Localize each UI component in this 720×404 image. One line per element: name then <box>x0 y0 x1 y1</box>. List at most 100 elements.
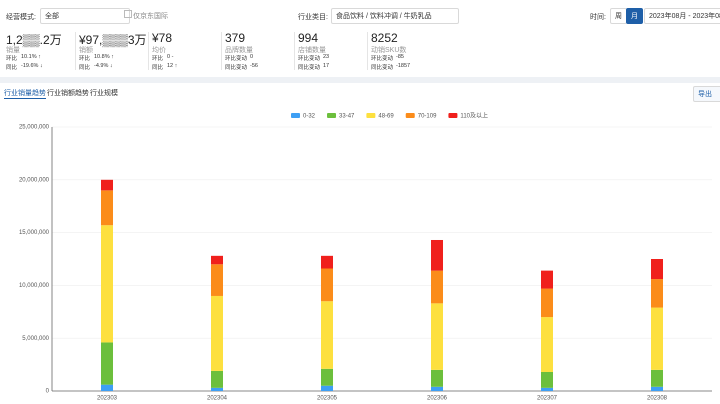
bar-segment <box>101 225 113 343</box>
x-tick-label: 202307 <box>537 396 558 402</box>
legend-label: 0-32 <box>303 114 316 120</box>
kpi-value: 8252 <box>371 31 398 45</box>
kpi-value: ¥78 <box>152 31 173 45</box>
y-tick-label: 0 <box>46 389 50 395</box>
legend-swatch <box>448 113 458 118</box>
kpi-row-label: 同比 <box>6 65 18 71</box>
kpi-separator <box>221 32 222 70</box>
chart: 0 5,000,000 10,000,000 15,000,000 20,000,000… <box>19 112 712 402</box>
range-select[interactable]: 2023年08月 - 2023年08月 <box>644 8 720 24</box>
kpi-row-label: 环比 <box>152 56 164 62</box>
bar-segment <box>541 387 553 391</box>
mode-select[interactable]: 全部 <box>40 8 130 24</box>
bar-segment <box>651 259 663 280</box>
legend-swatch <box>366 113 376 118</box>
bar-segment <box>101 179 113 191</box>
kpi-row-value: -1857 <box>396 63 411 69</box>
divider <box>0 77 720 83</box>
checkbox-label: 仅京东国际 <box>133 13 168 20</box>
bar-segment <box>321 368 333 386</box>
x-tick-label: 202306 <box>427 396 448 402</box>
checkbox[interactable] <box>124 10 132 18</box>
category-select[interactable]: 食品饮料 / 饮料冲调 / 牛奶乳品 <box>331 8 459 24</box>
kpi-row-value: -56 <box>250 63 258 69</box>
kpi-value: ¥97,▒▒▒3万 <box>79 33 147 47</box>
legend-label: 48-69 <box>378 114 394 120</box>
category-label: 行业类目: <box>298 14 328 21</box>
kpi-row-label: 同比变动 <box>371 65 394 71</box>
bar-segment <box>431 386 443 391</box>
kpi-row-value: 0 - <box>167 54 174 60</box>
bar-segment <box>431 303 443 370</box>
kpi-value: 1,2▒▒.2万 <box>6 33 62 47</box>
bar-segment <box>101 384 113 391</box>
kpi-label: 品牌数量 <box>225 47 253 54</box>
kpi-row-label: 环比变动 <box>298 56 321 62</box>
bar-segment <box>321 255 333 269</box>
x-tick-label: 202303 <box>97 396 118 402</box>
kpi-label: 店铺数量 <box>298 47 326 54</box>
kpi-row-label: 同比变动 <box>298 65 321 71</box>
bar-segment <box>651 369 663 387</box>
bar-segment <box>101 342 113 385</box>
kpi-row-label: 环比变动 <box>225 56 248 62</box>
legend-label: 33-47 <box>339 114 355 120</box>
kpi-row-value: 23 <box>323 54 330 60</box>
kpi-row-value: 0 <box>250 54 254 60</box>
bar-segment <box>321 385 333 391</box>
bar-segment <box>211 255 223 265</box>
kpi-label: 均价 <box>152 47 166 54</box>
bar-segment <box>541 288 553 318</box>
kpi-label: 销量 <box>6 47 20 54</box>
kpi-row-value: 10.1% ↑ <box>21 54 41 60</box>
y-tick-label: 25,000,000 <box>19 125 50 131</box>
legend-swatch <box>327 113 337 118</box>
kpi-value: 994 <box>298 31 319 45</box>
kpi-separator <box>367 32 368 70</box>
month-button[interactable]: 月 <box>626 8 643 24</box>
bar-segment <box>211 370 223 388</box>
week-button[interactable]: 周 <box>610 8 627 24</box>
kpi-row-label: 环比变动 <box>371 56 394 62</box>
kpi-value: 379 <box>225 31 246 45</box>
bar-segment <box>651 386 663 391</box>
tab[interactable]: 行业规模 <box>90 90 118 97</box>
tab[interactable]: 行业销额趋势 <box>47 90 89 97</box>
legend-label: 110及以上 <box>460 112 488 120</box>
y-tick-label: 5,000,000 <box>22 336 49 342</box>
bar-segment <box>651 307 663 370</box>
y-tick-label: 10,000,000 <box>19 283 50 289</box>
kpi-label: 动销SKU数 <box>371 47 407 54</box>
bar-segment <box>211 295 223 371</box>
export-button[interactable]: 导出 <box>693 86 720 102</box>
kpi-row-label: 同比变动 <box>225 65 248 71</box>
bar-segment <box>321 268 333 302</box>
legend-label: 70-109 <box>418 114 437 120</box>
bar-segment <box>541 371 553 388</box>
bar-segment <box>651 279 663 308</box>
bar-segment <box>321 301 333 369</box>
x-tick-label: 202304 <box>207 396 228 402</box>
kpi-row-value: 12 ↑ <box>167 63 178 69</box>
time-label: 时间: <box>590 14 606 21</box>
tab[interactable]: 行业销量趋势 <box>4 90 46 99</box>
kpi-separator <box>294 32 295 70</box>
kpi-row-value: -19.6% ↓ <box>21 63 43 69</box>
bar-segment <box>541 270 553 289</box>
legend-swatch <box>405 113 415 118</box>
bar-segment <box>211 387 223 391</box>
x-tick-label: 202308 <box>647 396 668 402</box>
bar-segment <box>431 239 443 271</box>
y-tick-label: 15,000,000 <box>19 230 50 236</box>
kpi-row-value: 10.8% ↑ <box>94 54 114 60</box>
kpi-row-value: -85 <box>396 54 404 60</box>
kpi-separator <box>148 32 149 70</box>
x-tick-label: 202305 <box>317 396 338 402</box>
bar-segment <box>101 190 113 226</box>
legend-swatch <box>291 113 300 118</box>
bar-segment <box>431 369 443 387</box>
kpi-row-label: 环比 <box>6 56 18 62</box>
kpi-row-label: 环比 <box>79 56 91 62</box>
bar-segment <box>431 270 443 304</box>
